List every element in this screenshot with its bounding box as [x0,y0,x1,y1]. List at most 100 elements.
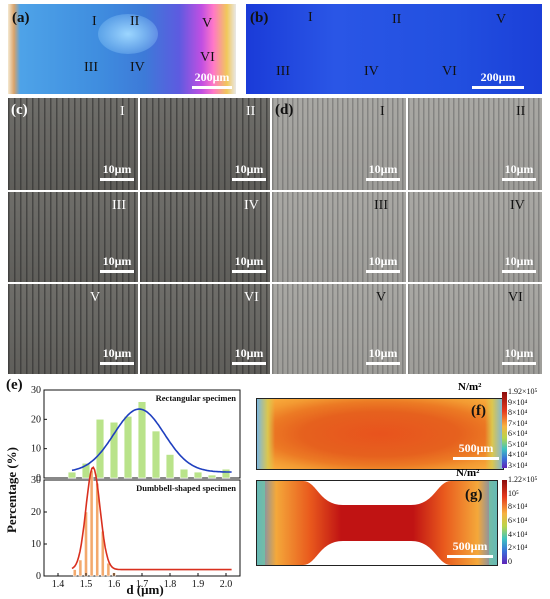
panel-a-label: (a) [12,10,30,26]
scale-bar-label: 10μm [102,254,132,268]
region-label: II [516,104,526,119]
micrograph-tile: VI 10μm [140,284,270,374]
panel-a-image: (a) I II III IV V VI 200μm [8,4,236,94]
x-tick-label: 2.0 [220,579,233,590]
y-tick-label: 20 [31,507,41,518]
region-label: V [496,12,507,27]
scale-bar-label: 10μm [504,254,534,268]
region-label: II [392,12,402,27]
x-tick-label: 1.4 [52,579,65,590]
region-label: VI [442,64,457,79]
micrograph-tile: II 10μm [140,98,270,190]
region-label: III [276,64,290,79]
scale-bar: 10μm [100,254,134,273]
scale-bar: 10μm [502,254,536,273]
colorbar-f [502,392,507,468]
region-label: III [84,60,98,75]
y-tick-label: 20 [31,414,41,425]
micrograph-tile: VI 10μm [408,284,542,374]
histogram-bar [137,401,147,479]
micrograph-tile: V 10μm [272,284,406,374]
panel-d-label: (d) [275,102,294,118]
series-title: Rectangular specimen [156,393,237,403]
histogram-bar [67,471,77,479]
scale-bar-label: 10μm [102,162,132,176]
fit-curve [71,466,232,571]
y-tick-label: 30 [31,385,41,396]
colorbar-tick-label: 3×10⁴ [508,461,528,470]
scale-bar: 10μm [232,346,266,365]
y-axis-label: Percentage (%) [4,447,19,533]
histogram-bar [78,559,83,577]
region-label: I [308,10,313,25]
region-label: II [246,104,256,119]
micrograph-tile: V 10μm [8,284,138,374]
scale-bar-label: 500μm [452,539,488,553]
region-label: I [120,104,125,119]
histogram-bar [109,422,119,479]
colorbar-tick-label: 0 [508,557,512,566]
colorbar-tick-label: 2×10⁴ [508,543,528,553]
scale-bar: 10μm [232,162,266,181]
colorbar-g [502,480,507,564]
colorbar-tick-label: 5×10⁴ [508,439,528,449]
histogram-bar [106,562,111,577]
region-label: IV [364,64,379,79]
scale-bar-label: 200μm [194,70,230,84]
x-tick-label: 1.8 [164,579,177,590]
scale-bar: 10μm [366,254,400,273]
panel-g-unit: N/m² [456,467,480,479]
histogram-bar [95,419,105,479]
micrograph-tile: IV 10μm [408,192,542,282]
histogram-chart: Percentage (%) d (μm) 0 10 20 30 Rectangular… [4,385,241,597]
colorbar-tick-label: 4×10⁴ [508,450,528,460]
fit-curve [71,408,232,473]
scale-bar: 500μm [447,539,493,558]
scale-bar-label: 10μm [102,346,132,360]
scale-bar-label: 200μm [480,70,516,84]
scale-bar: 10μm [100,162,134,181]
panel-g-label: (g) [465,487,483,503]
region-label: V [376,290,387,305]
region-label: IV [510,198,525,213]
panel-b-label: (b) [250,10,269,26]
panel-e-label: (e) [6,377,23,393]
y-tick-label: 30 [31,475,41,486]
histogram-bar [165,454,175,479]
scale-bar: 10μm [232,254,266,273]
histogram-bar [73,569,77,577]
scale-bar-label: 10μm [504,162,534,176]
micrograph-tile: II 10μm [408,98,542,190]
scale-bar: 200μm [192,70,232,89]
region-label: V [202,16,213,31]
panel-f-unit: N/m² [458,381,482,393]
colorbar-tick-label: 8×10⁴ [508,502,528,512]
colorbar-tick-label: 6×10⁴ [508,516,528,525]
x-axis-label: d (μm) [126,582,163,597]
scale-bar: 10μm [502,162,536,181]
scale-bar: 10μm [100,346,134,365]
scale-bar-label: 10μm [234,346,264,360]
region-label: III [374,198,388,213]
scale-bar: 500μm [453,441,499,460]
panel-d-grid: (d) I 10μm II 10μm III 10μm IV 10μm V 10… [272,98,542,374]
region-label: V [90,290,101,305]
region-label: III [112,198,126,213]
region-label: VI [200,50,215,65]
region-label: IV [244,198,259,213]
histogram-bar [179,468,189,479]
panel-c-label: (c) [11,102,28,118]
region-label: VI [244,290,259,305]
y-tick-label: 0 [36,473,41,484]
scale-bar-label: 10μm [368,346,398,360]
histogram-bar [89,470,94,577]
panel-b-image: (b) I II III IV V VI 200μm [246,4,542,94]
micrograph-tile: III 10μm [8,192,138,282]
histogram-bar [123,416,133,479]
region-label: I [380,104,385,119]
histogram-bar [193,471,203,479]
panel-g-image: (g) 500μm [256,480,498,566]
micrograph-tile: (c) I 10μm [8,98,138,190]
region-label: VI [508,290,523,305]
colorbar-tick-label: 9×10⁴ [508,397,528,407]
